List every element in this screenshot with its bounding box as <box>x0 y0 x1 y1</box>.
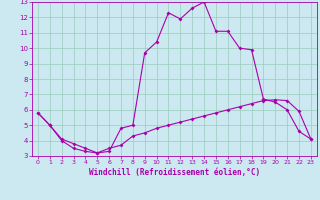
X-axis label: Windchill (Refroidissement éolien,°C): Windchill (Refroidissement éolien,°C) <box>89 168 260 177</box>
